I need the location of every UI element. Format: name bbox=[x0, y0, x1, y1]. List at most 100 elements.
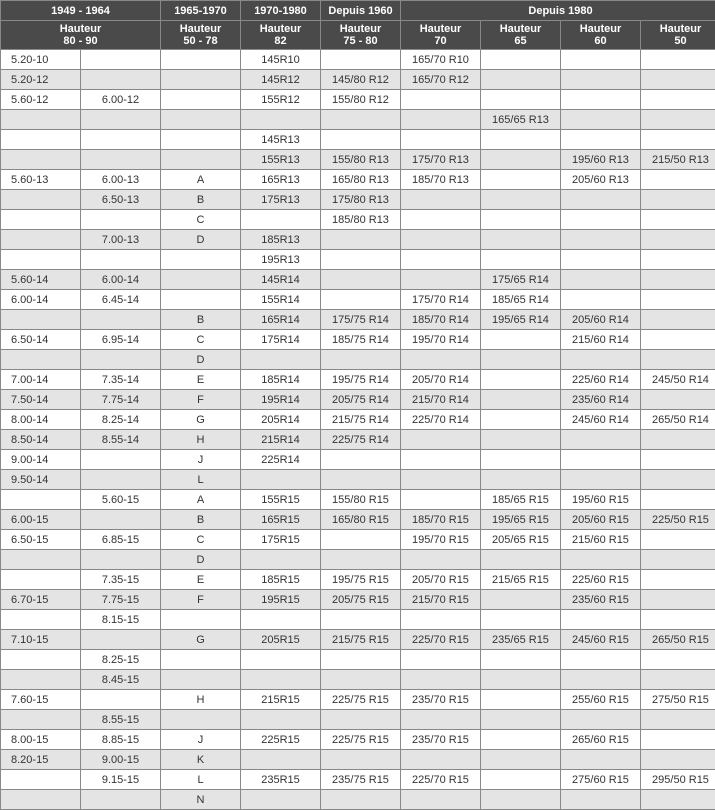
hauteur-50-78: Hauteur50 - 78 bbox=[161, 21, 241, 50]
hauteur-75-80: Hauteur75 - 80 bbox=[321, 21, 401, 50]
table-cell: 215/75 R15 bbox=[321, 630, 401, 650]
table-cell bbox=[481, 230, 561, 250]
table-cell bbox=[561, 750, 641, 770]
table-cell bbox=[241, 750, 321, 770]
table-cell bbox=[641, 70, 715, 90]
era-1970-1980: 1970-1980 bbox=[241, 1, 321, 21]
table-cell bbox=[161, 150, 241, 170]
table-cell: 175R14 bbox=[241, 330, 321, 350]
table-cell bbox=[241, 710, 321, 730]
table-cell bbox=[401, 710, 481, 730]
table-cell bbox=[481, 710, 561, 730]
table-cell bbox=[1, 350, 81, 370]
table-row: 145R13 bbox=[1, 130, 715, 150]
table-cell bbox=[481, 130, 561, 150]
table-cell: 225/50 R15 bbox=[641, 510, 715, 530]
table-row: 8.00-148.25-14G205R14215/75 R14225/70 R1… bbox=[1, 410, 715, 430]
table-cell: 155R15 bbox=[241, 490, 321, 510]
table-cell bbox=[481, 90, 561, 110]
table-cell: H bbox=[161, 690, 241, 710]
table-cell: D bbox=[161, 230, 241, 250]
table-cell bbox=[81, 550, 161, 570]
table-cell bbox=[561, 470, 641, 490]
table-cell bbox=[561, 190, 641, 210]
table-cell bbox=[641, 490, 715, 510]
table-cell: 205R15 bbox=[241, 630, 321, 650]
table-cell bbox=[401, 350, 481, 370]
table-cell: 215/60 R14 bbox=[561, 330, 641, 350]
table-cell: 9.00-15 bbox=[81, 750, 161, 770]
table-cell: 235/75 R15 bbox=[321, 770, 401, 790]
table-row: 8.20-159.00-15K bbox=[1, 750, 715, 770]
table-cell: 225/70 R15 bbox=[401, 630, 481, 650]
table-row: B165R14175/75 R14185/70 R14195/65 R14205… bbox=[1, 310, 715, 330]
table-cell: 205/60 R13 bbox=[561, 170, 641, 190]
table-cell bbox=[81, 350, 161, 370]
table-cell: 235/70 R15 bbox=[401, 730, 481, 750]
table-cell bbox=[401, 490, 481, 510]
table-cell bbox=[641, 130, 715, 150]
table-cell bbox=[561, 130, 641, 150]
table-cell bbox=[1, 550, 81, 570]
table-row: 9.15-15L235R15235/75 R15225/70 R15275/60… bbox=[1, 770, 715, 790]
table-cell: 7.75-14 bbox=[81, 390, 161, 410]
table-cell bbox=[561, 210, 641, 230]
table-cell bbox=[641, 710, 715, 730]
table-cell: 175R15 bbox=[241, 530, 321, 550]
table-cell: 195R14 bbox=[241, 390, 321, 410]
table-cell: 6.85-15 bbox=[81, 530, 161, 550]
table-cell: 215/65 R15 bbox=[481, 570, 561, 590]
table-cell: 195/70 R15 bbox=[401, 530, 481, 550]
table-row: 5.60-126.00-12155R12155/80 R12 bbox=[1, 90, 715, 110]
table-cell bbox=[1, 190, 81, 210]
table-cell: G bbox=[161, 630, 241, 650]
table-cell bbox=[81, 130, 161, 150]
table-row: D bbox=[1, 550, 715, 570]
table-cell bbox=[481, 210, 561, 230]
table-cell bbox=[481, 170, 561, 190]
table-cell bbox=[561, 90, 641, 110]
table-cell: 8.00-14 bbox=[1, 410, 81, 430]
table-cell: F bbox=[161, 390, 241, 410]
table-cell: 175/65 R14 bbox=[481, 270, 561, 290]
table-row: 8.45-15 bbox=[1, 670, 715, 690]
table-cell bbox=[161, 250, 241, 270]
table-cell: 185/70 R13 bbox=[401, 170, 481, 190]
table-cell bbox=[481, 330, 561, 350]
table-cell bbox=[321, 50, 401, 70]
table-row: 8.25-15 bbox=[1, 650, 715, 670]
table-cell: K bbox=[161, 750, 241, 770]
table-cell bbox=[481, 690, 561, 710]
table-cell: 205/60 R15 bbox=[561, 510, 641, 530]
table-cell bbox=[161, 670, 241, 690]
table-cell bbox=[481, 450, 561, 470]
table-cell bbox=[641, 670, 715, 690]
table-cell bbox=[321, 470, 401, 490]
table-row: 7.50-147.75-14F195R14205/75 R14215/70 R1… bbox=[1, 390, 715, 410]
table-cell: 225/75 R15 bbox=[321, 730, 401, 750]
table-cell bbox=[1, 770, 81, 790]
table-row: N bbox=[1, 790, 715, 810]
table-cell: 9.00-14 bbox=[1, 450, 81, 470]
table-row: 8.55-15 bbox=[1, 710, 715, 730]
table-cell bbox=[481, 550, 561, 570]
table-cell: 7.10-15 bbox=[1, 630, 81, 650]
table-row: 7.35-15E185R15195/75 R15205/70 R15215/65… bbox=[1, 570, 715, 590]
table-cell bbox=[161, 650, 241, 670]
table-cell bbox=[641, 750, 715, 770]
table-row: D bbox=[1, 350, 715, 370]
table-cell bbox=[401, 550, 481, 570]
table-row: 5.20-12145R12145/80 R12165/70 R12 bbox=[1, 70, 715, 90]
table-cell: 6.50-13 bbox=[81, 190, 161, 210]
table-cell bbox=[641, 350, 715, 370]
table-cell bbox=[241, 670, 321, 690]
table-row: 6.00-15B165R15165/80 R15185/70 R15195/65… bbox=[1, 510, 715, 530]
table-cell bbox=[641, 650, 715, 670]
table-body: 5.20-10145R10165/70 R105.20-12145R12145/… bbox=[1, 50, 715, 810]
table-cell: 8.50-14 bbox=[1, 430, 81, 450]
table-cell bbox=[81, 690, 161, 710]
table-cell: 215R14 bbox=[241, 430, 321, 450]
table-row: 6.00-146.45-14155R14175/70 R14185/65 R14 bbox=[1, 290, 715, 310]
table-cell: 8.45-15 bbox=[81, 670, 161, 690]
table-cell: 225/70 R15 bbox=[401, 770, 481, 790]
